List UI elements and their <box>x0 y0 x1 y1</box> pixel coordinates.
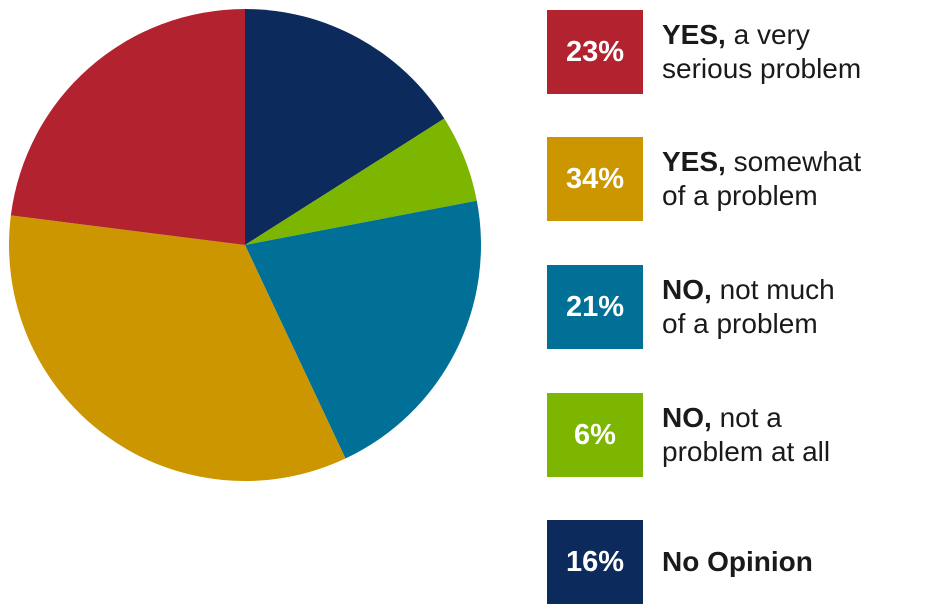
legend-label-yes-somewhat: YES, somewhat of a problem <box>662 137 946 221</box>
legend-swatch-34: 34% <box>547 137 643 221</box>
legend-label-bold: YES, <box>662 146 726 177</box>
legend-item-no-opinion: 16% No Opinion <box>547 520 946 604</box>
legend-label-no-opinion: No Opinion <box>662 520 946 604</box>
pie-slice-yes-somewhat <box>8 215 346 481</box>
legend-swatch-16: 16% <box>547 520 643 604</box>
legend-item-no-not-at-all: 6% NO, not a problem at all <box>547 393 946 477</box>
pie-chart <box>8 9 481 481</box>
pie-slice-yes-very-serious <box>10 9 245 245</box>
legend-label-bold: NO, <box>662 402 712 433</box>
legend-label-line1: not a <box>719 402 782 433</box>
pie-slice-no-opinion <box>245 9 445 245</box>
legend-label-bold: NO, <box>662 274 712 305</box>
pie-slice-no-not-at-all <box>245 118 477 245</box>
legend-item-yes-very-serious: 23% YES, a very serious problem <box>547 10 946 94</box>
pie-slice-no-not-much <box>245 200 481 459</box>
legend-label-bold: YES, <box>662 19 726 50</box>
legend-label-line2: serious problem <box>662 53 862 84</box>
legend-label-yes-very-serious: YES, a very serious problem <box>662 10 946 94</box>
legend-label-line2: of a problem <box>662 180 818 211</box>
legend-label-no-not-at-all: NO, not a problem at all <box>662 393 946 477</box>
legend-label-line2: problem at all <box>662 436 831 467</box>
legend-item-no-not-much: 21% NO, not much of a problem <box>547 265 946 349</box>
legend-swatch-21: 21% <box>547 265 643 349</box>
legend-swatch-6: 6% <box>547 393 643 477</box>
legend-swatch-23: 23% <box>547 10 643 94</box>
legend-label-no-not-much: NO, not much of a problem <box>662 265 946 349</box>
legend-label-line1: not much <box>719 274 835 305</box>
legend-label-bold: No Opinion <box>662 546 813 577</box>
legend-label-line2: of a problem <box>662 308 818 339</box>
legend-item-yes-somewhat: 34% YES, somewhat of a problem <box>547 137 946 221</box>
legend-label-line1: a very <box>733 19 810 50</box>
legend-label-line1: somewhat <box>733 146 862 177</box>
